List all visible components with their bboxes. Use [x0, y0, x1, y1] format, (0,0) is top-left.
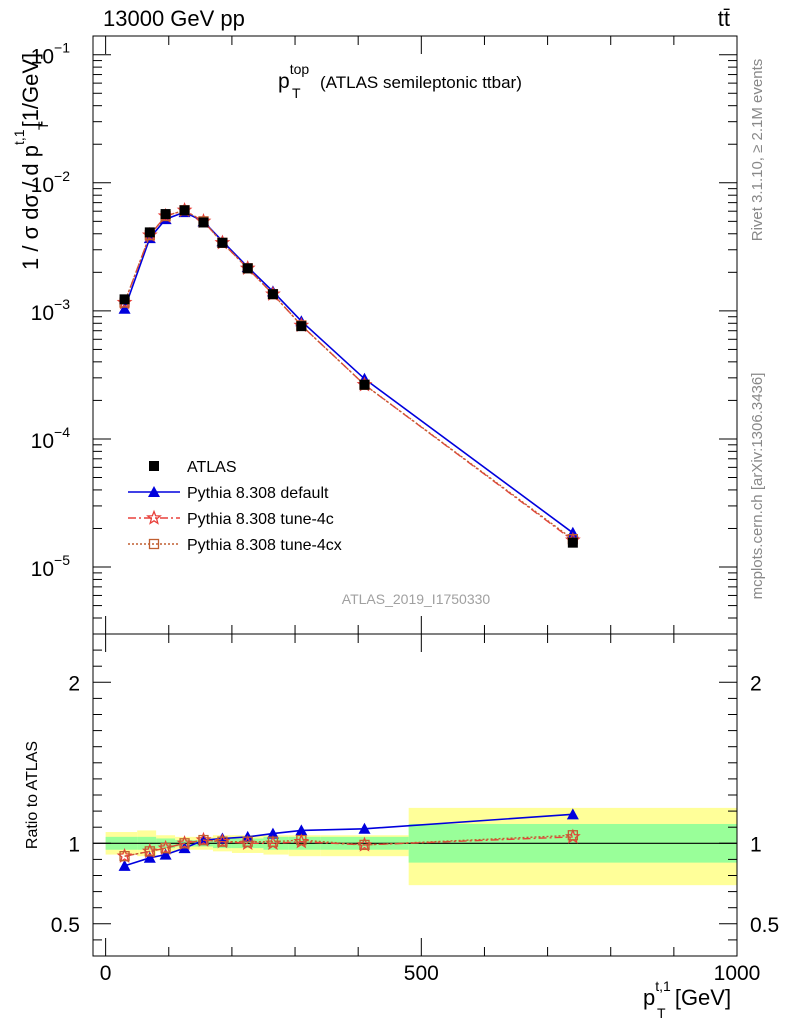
ylabel-sup: t,1 — [11, 129, 27, 145]
ratio-series-triangle — [118, 808, 579, 871]
ratio-series-layer — [116, 808, 581, 871]
ratio-y-tick-label: 2 — [68, 672, 80, 695]
ratio-bands-layer — [93, 807, 737, 886]
xlabel-sup: t,1 — [655, 978, 671, 994]
ratio-point — [267, 836, 279, 847]
header-left: 13000 GeV pp — [103, 6, 245, 31]
x-tick-label: 500 — [404, 962, 439, 985]
legend-marker — [149, 461, 159, 471]
data-point — [144, 227, 155, 238]
data-point — [119, 294, 130, 305]
ratio-y-tick-label-right: 2 — [750, 672, 762, 695]
xlabel-unit: [GeV] — [675, 985, 731, 1010]
x-tick-label: 1000 — [714, 962, 761, 985]
data-point — [296, 321, 307, 332]
legend-label: Pythia 8.308 tune-4c — [187, 511, 334, 528]
legend-marker — [148, 538, 160, 550]
ratio-point — [217, 836, 228, 847]
title-p: p — [278, 70, 290, 93]
xlabel-sub: T — [657, 1005, 666, 1021]
series-line — [123, 209, 574, 540]
legend-label: Pythia 8.308 default — [187, 485, 329, 502]
ratio-point — [266, 827, 279, 839]
legend-entry: Pythia 8.308 tune-4cx — [128, 537, 342, 554]
ratio-point — [566, 808, 579, 820]
xlabel-p: p — [643, 985, 655, 1010]
header-right: tt̄ — [718, 6, 730, 31]
legend-entry: Pythia 8.308 default — [128, 485, 329, 502]
legend-entry: ATLAS — [149, 459, 237, 476]
ratio-point — [198, 834, 209, 846]
ratio-y-tick-label: 0.5 — [51, 914, 80, 937]
x-tick-label: 0 — [100, 962, 112, 985]
svg-text:1 / σ dσ / d pt,1[1/GeV]: 1 / σ dσ / d pt,1[1/GeV] — [11, 53, 43, 270]
ylabel-main: 1 / σ dσ / d p — [18, 145, 43, 270]
ratio-point — [143, 851, 156, 863]
data-point — [242, 263, 253, 274]
ratio-y-tick-label: 1 — [68, 833, 80, 856]
ratio-y-tick-label-right: 1 — [750, 833, 762, 856]
ylabel-sub: T — [35, 121, 51, 130]
ratio-point — [296, 834, 307, 846]
x-axis-label: pt,1 [GeV] — [643, 978, 731, 1010]
ratio-y-label: Ratio to ATLAS — [24, 741, 41, 849]
ratio-point — [358, 822, 371, 834]
main-title-sub: T — [292, 85, 301, 101]
main-y-label: 1 / σ dσ / d pt,1[1/GeV] — [11, 53, 43, 270]
y-tick-label: 10−2 — [31, 168, 71, 197]
main-title: ptop — [278, 61, 309, 93]
mcplots-label: mcplots.cern.ch [arXiv:1306.3436] — [749, 373, 766, 600]
data-point — [118, 302, 131, 314]
y-tick-label: 10−1 — [31, 40, 71, 69]
main-y-axis: 10−5 10−4 10−3 10−2 10−1 — [31, 36, 738, 635]
y-tick-label: 10−3 — [31, 296, 71, 325]
y-tick-label: 10−5 — [31, 552, 71, 581]
main-series-layer — [116, 201, 581, 548]
series-square — [119, 205, 578, 548]
ratio-point — [119, 851, 130, 862]
legend-entry: Pythia 8.308 tune-4c — [128, 509, 334, 528]
ratio-point — [144, 846, 155, 857]
data-point — [359, 379, 370, 390]
data-point — [267, 289, 278, 300]
ratio-series-line — [124, 834, 573, 857]
y-tick-label: 10−4 — [31, 424, 71, 453]
rivet-label: Rivet 3.1.10, ≥ 2.1M events — [749, 59, 766, 242]
ratio-point — [118, 859, 131, 871]
data-point — [179, 205, 190, 216]
ylabel-unit: [1/GeV] — [18, 53, 43, 128]
legend-label: ATLAS — [187, 459, 237, 476]
legend-marker — [148, 486, 160, 497]
ratio-point — [242, 836, 253, 847]
ratio-panel-frame — [92, 633, 738, 957]
ratio-point — [179, 838, 190, 849]
legend-marker — [146, 509, 162, 525]
ratio-axes: 0.5 0.5 1 1 2 2 0 500 1000 — [51, 634, 779, 985]
ratio-y-tick-label-right: 0.5 — [750, 914, 779, 937]
ratio-point — [567, 830, 578, 841]
ratio-point — [159, 848, 172, 860]
title-sup: top — [290, 61, 310, 77]
ratio-point — [295, 824, 308, 836]
analysis-watermark: ATLAS_2019_I1750330 — [342, 591, 491, 607]
legend: ATLAS Pythia 8.308 default Pythia 8.308 tu… — [128, 459, 342, 554]
data-point — [567, 537, 578, 548]
ratio-point — [216, 832, 229, 844]
ratio-point — [160, 842, 171, 854]
data-point — [217, 237, 228, 248]
legend-label: Pythia 8.308 tune-4cx — [187, 537, 342, 554]
ratio-series-open-square — [119, 830, 578, 862]
main-title-rest: (ATLAS semileptonic ttbar) — [320, 73, 522, 92]
data-point — [160, 209, 171, 220]
data-point — [198, 217, 209, 228]
ratio-point — [359, 839, 370, 851]
